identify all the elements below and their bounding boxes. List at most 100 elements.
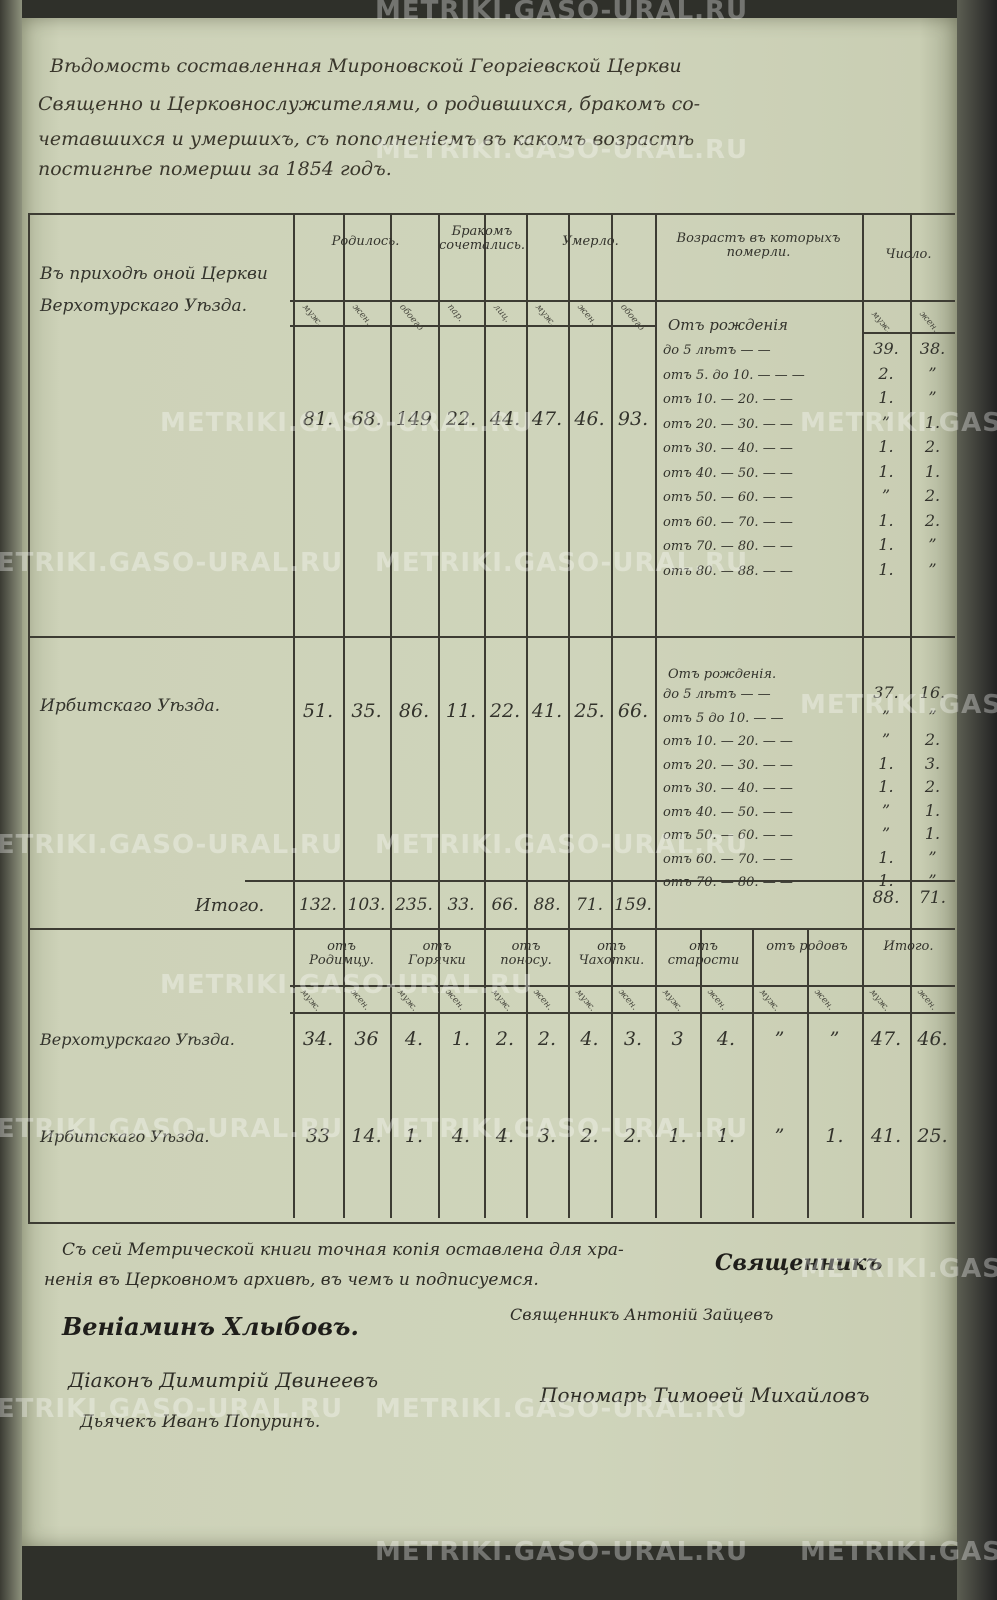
table-rule-vertical bbox=[611, 928, 613, 1218]
count-female: 1. bbox=[924, 800, 941, 820]
cell-value: 25. bbox=[917, 1125, 948, 1147]
table-rule-vertical bbox=[390, 213, 392, 928]
age-range: отъ 40. — 50. — — bbox=[663, 804, 793, 820]
cell-value: 81. bbox=[302, 408, 334, 430]
count-male: 1. bbox=[878, 437, 894, 456]
table-rule-vertical bbox=[526, 928, 528, 1218]
count-female: ” bbox=[928, 559, 937, 579]
table-rule-vertical bbox=[568, 928, 570, 1218]
age-range: отъ 80. — 88. — — bbox=[663, 563, 793, 579]
table-rule-vertical bbox=[862, 213, 864, 928]
age-range: отъ 20. — 30. — — bbox=[663, 757, 793, 773]
age-range: отъ 60. — 70. — — bbox=[663, 514, 793, 530]
age-range: отъ 50. — 60. — — bbox=[663, 828, 793, 843]
count-male: ” bbox=[881, 706, 891, 726]
cell-value: 1. bbox=[668, 1125, 687, 1147]
cell-value: 1. bbox=[825, 1125, 844, 1147]
cause-header: отъ родовъ bbox=[766, 939, 848, 954]
table-rule-vertical bbox=[484, 213, 486, 928]
count-male: ” bbox=[881, 412, 891, 432]
total-value: 66. bbox=[491, 895, 519, 915]
priest-title: Священникъ bbox=[715, 1250, 883, 1276]
count-female: ” bbox=[928, 847, 937, 867]
cell-value: 1. bbox=[404, 1125, 424, 1147]
cell-value: 66. bbox=[617, 700, 649, 722]
cell-value: 22. bbox=[445, 408, 477, 430]
cell-value: ” bbox=[774, 1028, 785, 1050]
age-range: отъ 30. — 40. — — bbox=[663, 781, 793, 796]
title-line: Священно и Церковнослужителями, о родивш… bbox=[38, 93, 701, 115]
table-rule-vertical bbox=[611, 213, 613, 928]
cell-value: 14. bbox=[351, 1125, 382, 1147]
count-male: 1. bbox=[878, 535, 894, 554]
watermark: METRIKI.GASO-URAL.RU bbox=[0, 1114, 344, 1144]
table-rule-vertical bbox=[293, 213, 295, 928]
cell-value: 46. bbox=[917, 1028, 948, 1050]
total-value: 103. bbox=[347, 895, 386, 915]
table-rule-horizontal bbox=[862, 880, 955, 882]
cell-value: 35. bbox=[351, 700, 382, 722]
table-rule-horizontal bbox=[290, 325, 655, 327]
total-value: 159. bbox=[614, 895, 652, 915]
cell-value: 3 bbox=[671, 1028, 684, 1050]
table-rule-vertical bbox=[655, 213, 657, 928]
count-female: 2. bbox=[924, 510, 941, 530]
cause-header: Итого. bbox=[883, 939, 934, 954]
table-rule-vertical bbox=[293, 928, 295, 1218]
cell-value: 68. bbox=[351, 408, 382, 430]
watermark: METRIKI.GASO-URAL.RU bbox=[375, 1537, 749, 1567]
age-range-intro: Отъ рожденія bbox=[668, 316, 788, 334]
header-born: Родилось. bbox=[331, 234, 400, 249]
watermark: METRIKI.GASO-URAL.RU bbox=[0, 548, 344, 578]
cell-value: 44. bbox=[489, 408, 521, 430]
age-range: отъ 40. — 50. — — bbox=[663, 465, 793, 481]
header-married: Бракомъ сочетались. bbox=[438, 224, 526, 254]
footer-text: Съ сей Метрической книги точная копія ос… bbox=[62, 1240, 624, 1260]
count-female: 2. bbox=[924, 437, 941, 456]
count-female: ” bbox=[928, 535, 937, 554]
table-rule-vertical bbox=[700, 928, 702, 1218]
age-range: отъ 5 до 10. — — bbox=[663, 710, 784, 726]
cause-header: отъ Родимцу. bbox=[309, 939, 374, 969]
cell-value: 93. bbox=[617, 408, 649, 430]
book-spine-edge bbox=[0, 0, 22, 1600]
count-female: 16. bbox=[919, 683, 946, 702]
table-rule-horizontal bbox=[290, 1012, 955, 1014]
row-label: Ирбитскаго Уѣзда. bbox=[40, 696, 221, 716]
watermark: METRIKI.GASO-URAL.RU bbox=[0, 830, 344, 860]
count-male: 1. bbox=[878, 510, 894, 530]
cause-header: отъ поносу. bbox=[500, 939, 552, 969]
cell-value: ” bbox=[829, 1028, 840, 1050]
watermark: METRIKI.GASO-URAL.RU bbox=[375, 1114, 749, 1144]
watermark: METRIKI.GASO-URAL.RU bbox=[375, 0, 749, 26]
age-range: отъ 30. — 40. — — bbox=[663, 441, 793, 456]
watermark: METRIKI.GASO-URAL.RU bbox=[375, 548, 749, 578]
cell-value: 2. bbox=[623, 1125, 643, 1147]
count-female: 1. bbox=[924, 824, 941, 843]
cell-value: 86. bbox=[398, 700, 430, 722]
count-female: ” bbox=[928, 871, 937, 890]
cell-value: 33 bbox=[305, 1125, 331, 1147]
count-male: ” bbox=[881, 800, 891, 820]
table-rule-horizontal bbox=[28, 1222, 955, 1224]
count-female: 2. bbox=[924, 486, 941, 505]
total-value: 88. bbox=[533, 895, 561, 915]
table-rule-vertical bbox=[343, 213, 345, 928]
document-page bbox=[22, 18, 957, 1546]
table-rule-horizontal bbox=[245, 880, 862, 882]
deacon-signature: Діаконъ Димитрій Двинеевъ bbox=[68, 1368, 379, 1392]
table-rule-horizontal bbox=[862, 332, 955, 334]
cell-value: 4. bbox=[404, 1028, 424, 1050]
count-male: 1. bbox=[878, 559, 894, 579]
total-value: 33. bbox=[447, 895, 475, 915]
watermark: METRIKI.GASO-URAL.RU bbox=[800, 1254, 997, 1284]
cell-value: 2. bbox=[580, 1125, 599, 1147]
age-range: отъ 70. — 80. — — bbox=[663, 875, 793, 890]
cell-value: 25. bbox=[574, 700, 605, 722]
count-female: ” bbox=[928, 363, 937, 383]
age-range: отъ 70. — 80. — — bbox=[663, 539, 793, 554]
table-rule-vertical bbox=[526, 213, 528, 928]
table-rule-horizontal bbox=[655, 636, 955, 638]
cell-value: 41. bbox=[531, 700, 563, 722]
age-range: отъ 10. — 20. — — bbox=[663, 392, 793, 407]
